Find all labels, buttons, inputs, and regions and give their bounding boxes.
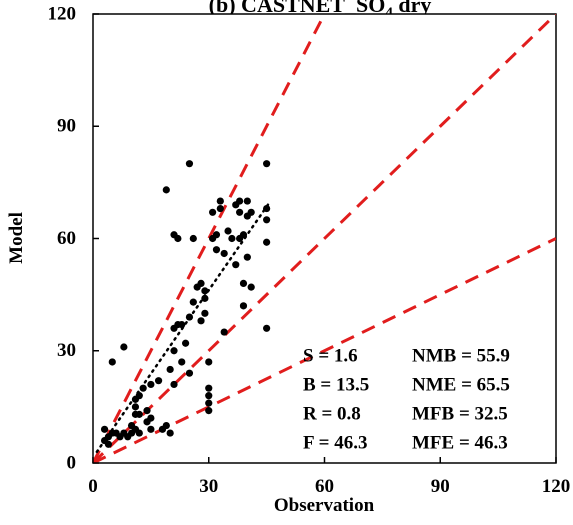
data-point bbox=[205, 384, 213, 392]
data-point bbox=[135, 429, 143, 437]
data-point bbox=[104, 440, 113, 448]
data-point bbox=[236, 208, 244, 216]
chart-title-suffix: dry bbox=[393, 0, 432, 17]
data-point bbox=[189, 298, 197, 306]
data-point bbox=[263, 324, 271, 332]
trendline-group bbox=[95, 199, 272, 454]
y-axis-ticks: 0 30 60 90 120 bbox=[48, 3, 99, 473]
data-point bbox=[147, 414, 155, 422]
stat-left-r: R = 0.8 bbox=[303, 403, 361, 424]
stat-right-nmb: NMB = 55.9 bbox=[412, 345, 510, 366]
stat-right-mfb: MFB = 32.5 bbox=[412, 403, 508, 424]
stat-left-s: S = 1.6 bbox=[303, 345, 358, 366]
data-point bbox=[216, 204, 224, 213]
data-point bbox=[239, 279, 248, 287]
data-point bbox=[236, 197, 244, 205]
x-axis-ticks: 0 30 60 90 120 bbox=[88, 457, 570, 497]
data-point bbox=[216, 197, 224, 205]
data-point bbox=[201, 294, 209, 302]
y-tick-label: 0 bbox=[67, 452, 77, 473]
data-point bbox=[135, 410, 143, 418]
data-point bbox=[162, 186, 170, 194]
x-axis-label: Observation bbox=[274, 495, 375, 516]
data-point bbox=[220, 249, 228, 258]
y-tick-label: 90 bbox=[57, 116, 76, 137]
y-tick-label: 120 bbox=[48, 3, 77, 24]
data-point bbox=[185, 369, 194, 377]
data-point bbox=[239, 231, 248, 239]
data-point bbox=[135, 392, 143, 400]
data-point bbox=[100, 425, 109, 433]
data-point bbox=[247, 208, 255, 216]
data-point bbox=[147, 425, 155, 433]
data-point bbox=[243, 197, 251, 205]
data-point bbox=[143, 407, 151, 415]
y-tick-label: 60 bbox=[57, 228, 76, 249]
data-point bbox=[212, 246, 221, 254]
x-tick-label: 90 bbox=[431, 476, 450, 497]
data-point bbox=[182, 339, 190, 347]
data-point bbox=[263, 204, 271, 213]
data-point bbox=[131, 403, 140, 411]
data-point bbox=[174, 234, 182, 243]
y-axis-label: Model bbox=[6, 212, 27, 264]
data-point bbox=[205, 399, 213, 407]
x-tick-label: 120 bbox=[542, 476, 571, 497]
data-point bbox=[162, 421, 170, 430]
data-point bbox=[166, 365, 174, 374]
data-point bbox=[212, 231, 221, 239]
points-group bbox=[100, 160, 271, 448]
data-point bbox=[178, 320, 186, 329]
x-tick-label: 30 bbox=[199, 476, 218, 497]
data-point bbox=[166, 429, 174, 437]
stat-right-nme: NME = 65.5 bbox=[412, 374, 510, 395]
data-point bbox=[220, 328, 228, 336]
data-point bbox=[178, 358, 186, 366]
y-tick-label: 30 bbox=[57, 340, 76, 361]
data-point bbox=[239, 302, 248, 310]
data-point bbox=[120, 343, 128, 351]
data-point bbox=[205, 392, 213, 400]
stat-right-mfe: MFE = 46.3 bbox=[412, 432, 508, 453]
data-point bbox=[185, 160, 194, 168]
data-point bbox=[232, 261, 240, 269]
data-point bbox=[224, 227, 232, 235]
trendline bbox=[95, 199, 272, 454]
data-point bbox=[185, 313, 194, 321]
data-point bbox=[108, 358, 116, 366]
x-tick-label: 0 bbox=[88, 476, 98, 497]
data-point bbox=[205, 358, 213, 366]
x-tick-label: 60 bbox=[315, 476, 334, 497]
data-point bbox=[209, 208, 217, 216]
stat-left-b: B = 13.5 bbox=[303, 374, 369, 395]
data-point bbox=[201, 287, 209, 295]
data-point bbox=[263, 160, 271, 168]
data-point bbox=[197, 317, 205, 325]
reference-line-2to1 bbox=[93, 14, 327, 463]
data-point bbox=[170, 347, 178, 355]
data-point bbox=[247, 283, 255, 291]
data-point bbox=[263, 216, 271, 224]
data-point bbox=[139, 384, 147, 392]
data-point bbox=[205, 407, 213, 415]
data-point bbox=[197, 279, 205, 287]
data-point bbox=[147, 380, 155, 389]
data-point bbox=[189, 234, 197, 243]
stat-left-f: F = 46.3 bbox=[303, 432, 367, 453]
data-point bbox=[201, 309, 209, 317]
reference-line-1to2 bbox=[93, 237, 556, 463]
data-point bbox=[263, 238, 271, 246]
reference-lines bbox=[93, 14, 556, 463]
data-point bbox=[170, 380, 178, 389]
stats-block: S = 1.6 NMB = 55.9 B = 13.5 NME = 65.5 R = 0… bbox=[303, 345, 510, 453]
data-point bbox=[154, 377, 163, 385]
reference-line-1to1 bbox=[93, 14, 556, 463]
data-point bbox=[243, 253, 251, 261]
data-point bbox=[228, 234, 236, 243]
